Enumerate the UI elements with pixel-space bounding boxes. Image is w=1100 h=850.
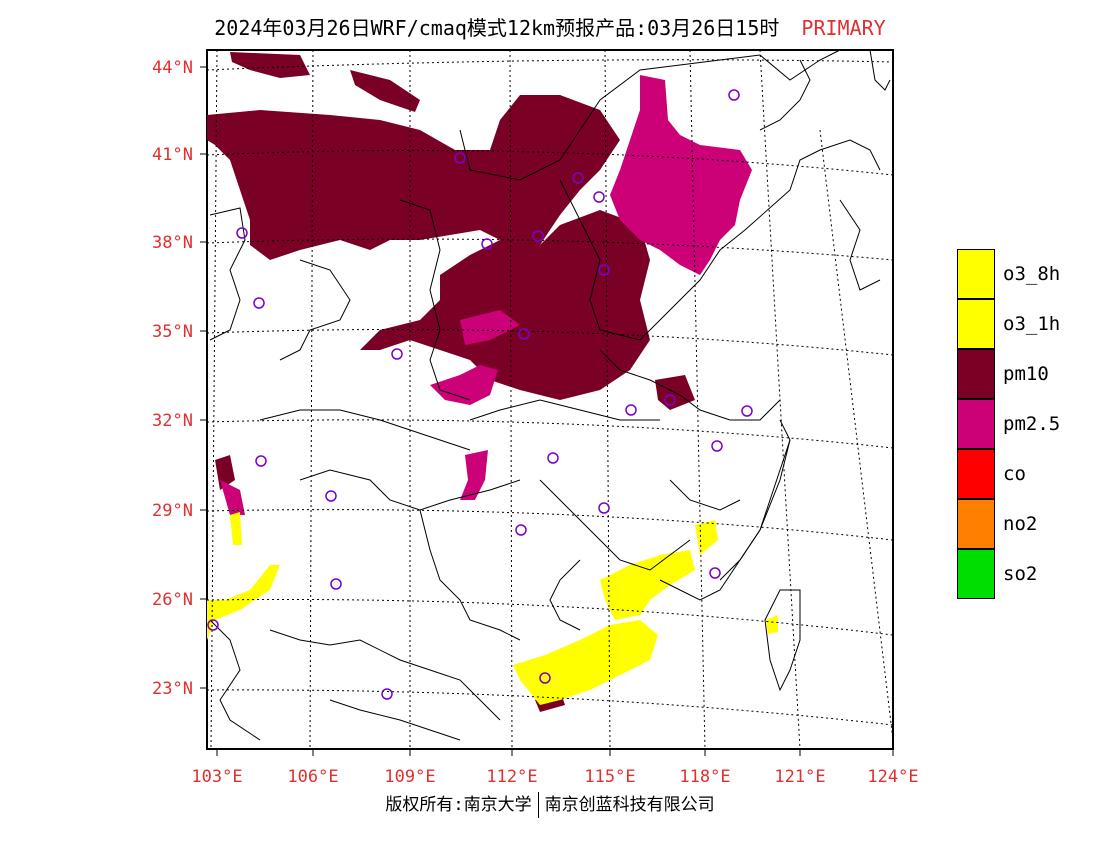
pm25-region	[220, 480, 245, 515]
legend-swatch	[957, 349, 995, 399]
lon-label-121: 121°E	[774, 767, 825, 787]
copyright-owner: 版权所有:南京大学	[385, 795, 532, 815]
lat-label-44: 44°N	[152, 58, 193, 78]
map-title: 2024年03月26日WRF/cmaq模式12km预报产品:03月26日15时 …	[0, 12, 1100, 41]
legend-item-pm25: pm2.5	[957, 399, 1097, 449]
o3-region	[513, 620, 658, 705]
legend-label: o3_1h	[1003, 313, 1061, 335]
legend-label: o3_8h	[1003, 263, 1061, 285]
pm25-region	[460, 310, 520, 345]
o3-region	[766, 615, 778, 634]
pm10-region	[215, 455, 235, 490]
pm10-region	[207, 95, 650, 400]
lon-label-124: 124°E	[867, 767, 918, 787]
lon-label-103: 103°E	[191, 767, 242, 787]
pm25-region	[430, 365, 498, 405]
lat-label-23: 23°N	[152, 679, 193, 699]
o3-region	[230, 512, 242, 545]
legend-label: no2	[1003, 513, 1038, 535]
legend: o3_8h o3_1h pm10 pm2.5 co no2 so2	[957, 249, 1097, 599]
legend-swatch	[957, 249, 995, 299]
pm10-region	[230, 52, 310, 78]
pm25-region	[610, 75, 752, 275]
lon-label-115: 115°E	[584, 767, 635, 787]
lat-label-26: 26°N	[152, 590, 193, 610]
legend-label: pm10	[1003, 363, 1049, 385]
pm10-region	[350, 70, 420, 112]
legend-swatch	[957, 399, 995, 449]
legend-label: so2	[1003, 563, 1038, 585]
legend-item-no2: no2	[957, 499, 1097, 549]
legend-item-co: co	[957, 449, 1097, 499]
province-boundaries	[209, 49, 891, 741]
copyright-company: 南京创蓝科技有限公司	[544, 795, 715, 815]
lat-label-41: 41°N	[152, 145, 193, 165]
legend-swatch	[957, 299, 995, 349]
lat-label-29: 29°N	[152, 501, 193, 521]
pm25-region	[460, 450, 488, 500]
o3-region	[600, 550, 695, 620]
lon-label-106: 106°E	[287, 767, 338, 787]
legend-item-pm10: pm10	[957, 349, 1097, 399]
axis-ticks	[200, 66, 894, 756]
title-text: 2024年03月26日WRF/cmaq模式12km预报产品:03月26日15时	[214, 16, 780, 40]
copyright-footer: 版权所有:南京大学 南京创蓝科技有限公司	[0, 790, 1100, 818]
legend-swatch	[957, 549, 995, 599]
lat-label-38: 38°N	[152, 233, 193, 253]
lon-labels: 103°E 106°E 109°E 112°E 115°E 118°E 121°…	[191, 767, 918, 787]
legend-item-o3-1h: o3_1h	[957, 299, 1097, 349]
legend-item-o3-8h: o3_8h	[957, 249, 1097, 299]
lat-label-35: 35°N	[152, 322, 193, 342]
o3-region	[207, 565, 280, 640]
footer-divider	[537, 792, 539, 818]
city-markers	[207, 89, 753, 700]
title-tag: PRIMARY	[801, 16, 886, 40]
lon-label-109: 109°E	[384, 767, 435, 787]
lon-label-112: 112°E	[486, 767, 537, 787]
lat-label-32: 32°N	[152, 411, 193, 431]
legend-swatch	[957, 499, 995, 549]
legend-label: co	[1003, 463, 1026, 485]
legend-label: pm2.5	[1003, 413, 1061, 435]
lon-label-118: 118°E	[679, 767, 730, 787]
lat-labels: 44°N 41°N 38°N 35°N 32°N 29°N 26°N 23°N	[152, 58, 193, 699]
legend-item-so2: so2	[957, 549, 1097, 599]
legend-swatch	[957, 449, 995, 499]
